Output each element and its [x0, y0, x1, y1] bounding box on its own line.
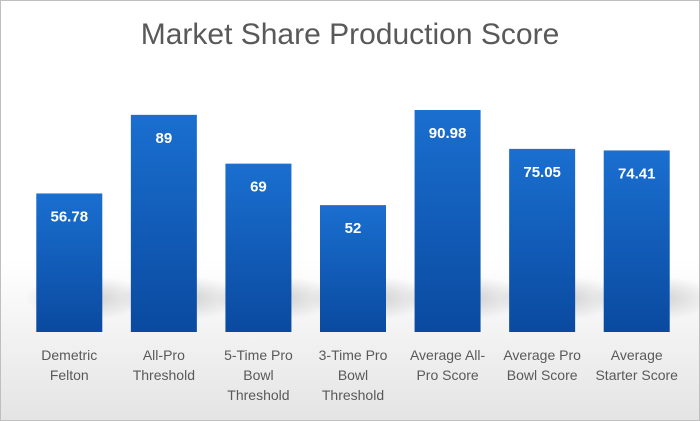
- category-label: 3-Time Pro Bowl Threshold: [319, 347, 388, 403]
- category-label-line: Pro Score: [416, 367, 478, 383]
- value-label: 89: [156, 130, 173, 147]
- value-label: 90.98: [429, 125, 467, 142]
- category-label-line: Bowl Score: [507, 367, 578, 383]
- value-label: 75.05: [523, 164, 561, 181]
- category-label: Average Starter Score: [595, 347, 678, 383]
- category-label-line: Average Pro: [503, 347, 581, 363]
- chart-title: Market Share Production Score: [140, 18, 560, 51]
- category-label-line: 3-Time Pro: [319, 347, 388, 363]
- value-label: 74.41: [618, 165, 656, 182]
- category-label-line: Bowl: [338, 367, 368, 383]
- category-label-line: Demetric: [41, 347, 97, 363]
- category-label-line: All-Pro: [143, 347, 185, 363]
- category-label-line: 5-Time Pro: [224, 347, 293, 363]
- category-label-line: Starter Score: [595, 367, 678, 383]
- category-label: All-Pro Threshold: [133, 347, 195, 383]
- value-label: 52: [345, 220, 362, 237]
- value-label: 69: [250, 179, 267, 196]
- bar-4: [414, 110, 481, 333]
- category-label-line: Average All-: [410, 347, 486, 363]
- value-labels-group: 56.78 89 69 52 90.98 75.05 74.41: [51, 125, 656, 237]
- bar-5: [509, 148, 576, 332]
- value-label: 56.78: [51, 208, 89, 225]
- category-label-line: Felton: [50, 367, 89, 383]
- category-label-line: Threshold: [133, 367, 195, 383]
- bar-2: [225, 163, 292, 332]
- category-label-line: Average: [611, 347, 663, 363]
- category-label-line: Bowl: [243, 367, 273, 383]
- category-label: Demetric Felton: [41, 347, 97, 383]
- bar-0: [36, 193, 103, 332]
- category-label-line: Threshold: [227, 387, 289, 403]
- bars-group: [36, 110, 670, 333]
- bar-6: [603, 150, 670, 332]
- bar-1: [130, 114, 197, 332]
- bar-3: [320, 205, 386, 332]
- category-label: Average All- Pro Score: [410, 347, 486, 383]
- category-label: 5-Time Pro Bowl Threshold: [224, 347, 293, 403]
- category-label-line: Threshold: [322, 387, 384, 403]
- category-label: Average Pro Bowl Score: [503, 347, 581, 383]
